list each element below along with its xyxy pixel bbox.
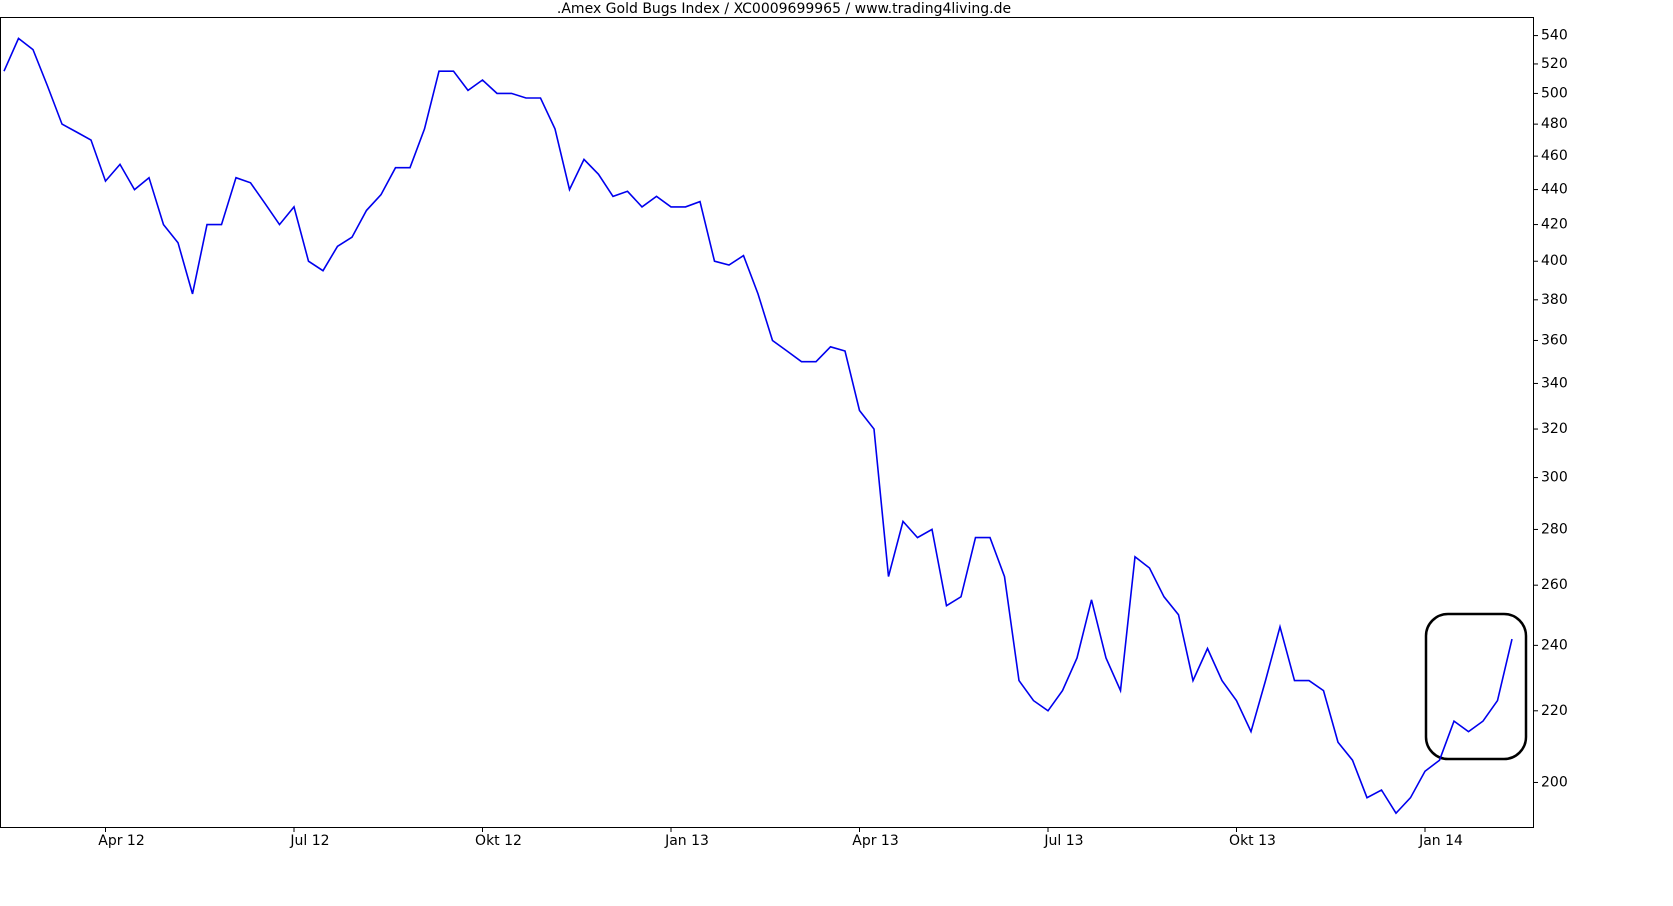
- x-tick-label: Apr 13: [852, 833, 898, 849]
- plot-frame: [0, 17, 1534, 828]
- y-tick-label: 200: [1541, 774, 1568, 790]
- y-tick-label: 480: [1541, 116, 1568, 132]
- x-tick-label: Jul 13: [1043, 833, 1083, 849]
- y-tick-label: 340: [1541, 375, 1568, 391]
- y-tick-label: 460: [1541, 148, 1568, 164]
- y-tick-label: 420: [1541, 217, 1568, 233]
- x-tick-label: Okt 13: [1229, 833, 1276, 849]
- y-tick-label: 500: [1541, 85, 1568, 101]
- y-tick-label: 320: [1541, 421, 1568, 437]
- y-tick-label: 260: [1541, 577, 1568, 593]
- chart-title: .Amex Gold Bugs Index / XC0009699965 / w…: [557, 1, 1011, 17]
- y-tick-label: 520: [1541, 56, 1568, 72]
- y-tick-label: 280: [1541, 521, 1568, 537]
- y-tick-label: 360: [1541, 332, 1568, 348]
- y-tick-label: 220: [1541, 703, 1568, 719]
- x-tick-label: Okt 12: [475, 833, 522, 849]
- highlight-box: [1424, 612, 1528, 761]
- y-tick-label: 540: [1541, 28, 1568, 44]
- y-tick-label: 380: [1541, 292, 1568, 308]
- y-tick-label: 300: [1541, 470, 1568, 486]
- y-tick-label: 240: [1541, 637, 1568, 653]
- price-line: [3, 37, 1513, 815]
- y-tick-label: 400: [1541, 253, 1568, 269]
- x-tick-label: Apr 12: [98, 833, 144, 849]
- x-tick-label: Jul 12: [289, 833, 329, 849]
- x-tick-label: Jan 13: [664, 833, 709, 849]
- y-tick-label: 440: [1541, 182, 1568, 198]
- x-tick-label: Jan 14: [1418, 833, 1463, 849]
